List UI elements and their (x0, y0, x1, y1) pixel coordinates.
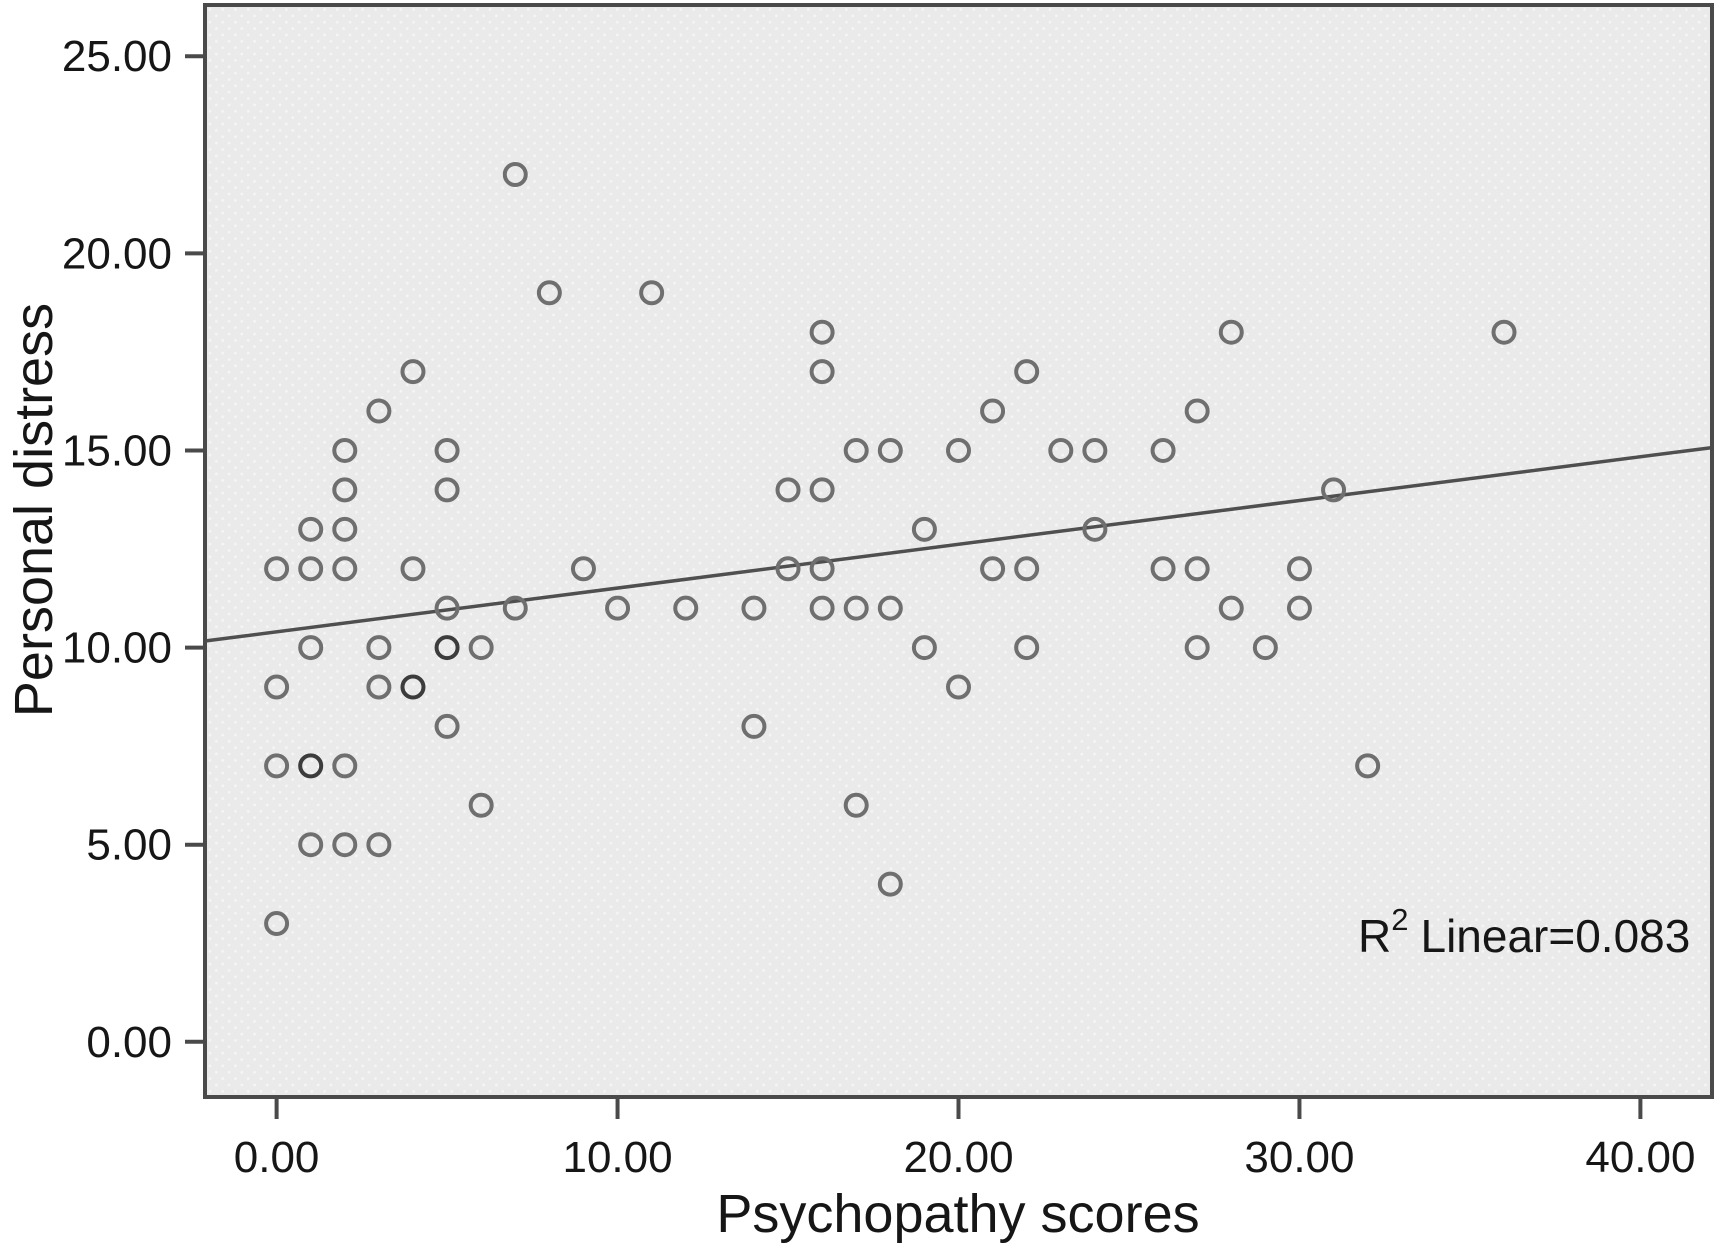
data-point (366, 398, 392, 424)
data-point (332, 437, 358, 463)
data-point (1184, 398, 1210, 424)
data-point (1184, 635, 1210, 661)
data-point (332, 556, 358, 582)
y-tick-label: 0.00 (86, 1018, 172, 1067)
data-point (366, 635, 392, 661)
data-point (877, 871, 903, 897)
data-point (809, 556, 835, 582)
data-point (298, 832, 324, 858)
data-point (775, 556, 801, 582)
x-axis-title: Psychopathy scores (716, 1184, 1199, 1244)
data-point (843, 792, 869, 818)
data-point (639, 280, 665, 306)
data-point (1184, 556, 1210, 582)
x-tick-label: 10.00 (562, 1133, 672, 1182)
y-tick-label: 25.00 (62, 32, 172, 81)
data-point (502, 595, 528, 621)
data-point (298, 556, 324, 582)
data-point (468, 635, 494, 661)
data-point (843, 595, 869, 621)
data-point (434, 437, 460, 463)
data-point (1321, 477, 1347, 503)
x-tick-label: 20.00 (903, 1133, 1013, 1182)
data-point (741, 713, 767, 739)
data-point (605, 595, 631, 621)
data-point (946, 674, 971, 700)
data-point (1286, 556, 1312, 582)
data-point (809, 359, 835, 385)
data-point (502, 162, 528, 188)
data-point (1048, 437, 1074, 463)
y-tick-label: 20.00 (62, 229, 172, 278)
data-point (809, 319, 835, 345)
data-point (911, 516, 937, 542)
data-point (570, 556, 596, 582)
data-point (264, 674, 290, 700)
data-point (332, 832, 358, 858)
data-point (400, 359, 426, 385)
data-point (809, 477, 835, 503)
data-point (1252, 635, 1278, 661)
data-point (1014, 635, 1040, 661)
y-tick-label: 5.00 (86, 821, 172, 870)
data-point (434, 713, 460, 739)
data-point (1218, 319, 1244, 345)
data-point (1150, 437, 1176, 463)
data-point (1286, 595, 1312, 621)
data-point (264, 556, 290, 582)
data-point (1355, 753, 1381, 779)
data-point (980, 398, 1006, 424)
data-point (366, 832, 392, 858)
y-tick-label: 10.00 (62, 624, 172, 673)
r-value-text: Linear=0.083 (1420, 910, 1690, 962)
data-point (1082, 516, 1108, 542)
data-point (980, 556, 1006, 582)
data-point (741, 595, 767, 621)
plot-area (205, 5, 1712, 1097)
data-point (400, 556, 426, 582)
axis-ticks: 0.00 5.00 10.00 15.00 20.00 25.00 0.00 10.00 20.… (62, 32, 1696, 1182)
data-point (536, 280, 562, 306)
data-point (1218, 595, 1244, 621)
data-point (775, 477, 801, 503)
r-squared-annotation: R2 Linear=0.083 (1358, 902, 1690, 962)
data-point (332, 516, 358, 542)
data-point (332, 477, 358, 503)
data-point (911, 635, 937, 661)
data-point (1082, 437, 1108, 463)
y-tick-label: 15.00 (62, 426, 172, 475)
data-point (400, 674, 426, 700)
data-point (434, 635, 460, 661)
data-point (264, 911, 290, 937)
data-point (332, 753, 358, 779)
data-point (298, 753, 324, 779)
x-tick-label: 40.00 (1585, 1133, 1695, 1182)
data-point (1014, 359, 1040, 385)
data-point (264, 753, 290, 779)
x-tick-label: 30.00 (1244, 1133, 1354, 1182)
data-point (298, 635, 324, 661)
data-point (877, 595, 903, 621)
data-point (1014, 556, 1040, 582)
plot-frame (203, 3, 1714, 1099)
data-point (434, 477, 460, 503)
data-point (877, 437, 903, 463)
data-point (843, 437, 869, 463)
data-point (434, 595, 460, 621)
data-point (1150, 556, 1176, 582)
data-point (946, 437, 971, 463)
r-label: R (1358, 910, 1391, 962)
data-point (366, 674, 392, 700)
data-point (673, 595, 699, 621)
r-exponent: 2 (1391, 902, 1408, 937)
data-point (809, 595, 835, 621)
data-points-group (264, 162, 1517, 937)
data-point (1491, 319, 1517, 345)
x-tick-label: 0.00 (234, 1133, 320, 1182)
y-axis-title: Personal distress (4, 303, 64, 717)
data-point (298, 516, 324, 542)
data-point (468, 792, 494, 818)
